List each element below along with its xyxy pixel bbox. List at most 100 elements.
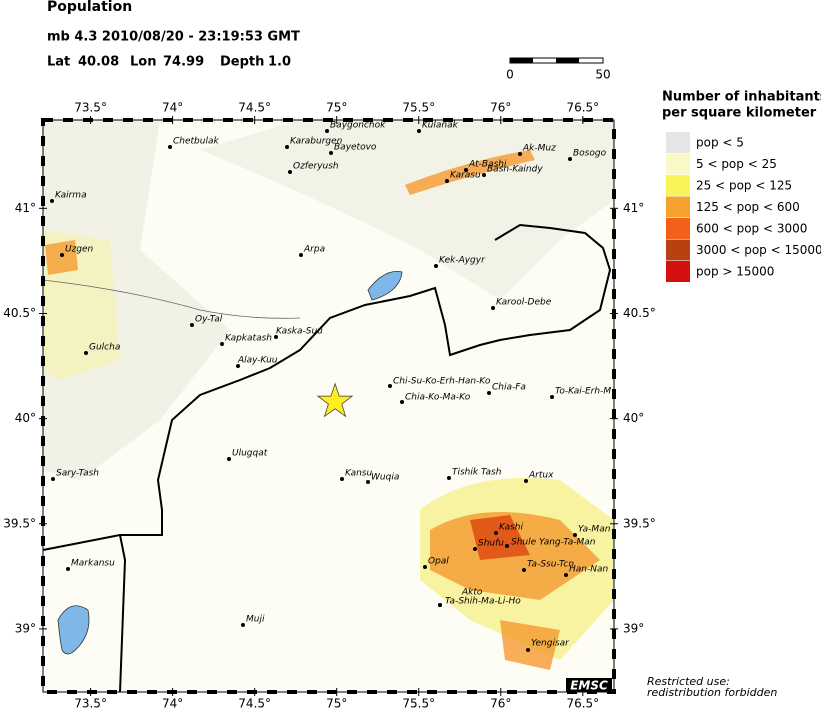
- place-label: Karaburgen: [290, 137, 343, 147]
- place-label: Alay-Kuu: [237, 356, 278, 366]
- x-tick-label: 76°: [490, 101, 511, 115]
- legend-swatch: [666, 153, 690, 175]
- place-label: Kulanak: [422, 121, 459, 131]
- place-label: Arpa: [303, 245, 325, 255]
- place-dot: [473, 547, 477, 551]
- x-tick-label: 76.5°: [566, 697, 599, 711]
- place-label: Chia-Ko-Ma-Ko: [405, 393, 471, 403]
- x-tick-label: 75.5°: [402, 101, 435, 115]
- border: [119, 534, 127, 693]
- x-tick-label: 74°: [162, 697, 183, 711]
- place-label: To-Kai-Erh-M: [555, 387, 611, 397]
- place-label: Oy-Tal: [195, 315, 223, 325]
- place-dot: [573, 533, 577, 537]
- place-dot: [388, 384, 392, 388]
- border: [42, 223, 612, 551]
- place-label: Artux: [528, 471, 554, 481]
- place-label: Bayetovo: [334, 143, 377, 153]
- place-label: Ak-Muz: [522, 144, 556, 154]
- map: EMSC Baygonchok Kulanak Chetbulak Karaburge…: [39, 116, 618, 696]
- populated: [500, 620, 560, 670]
- place-label: Shufu: [478, 539, 504, 549]
- scale-label: 0: [506, 68, 514, 82]
- x-tick-label: 74°: [162, 101, 183, 115]
- place-label: Baygonchok: [330, 121, 386, 131]
- x-tick-label: 75.5°: [402, 697, 435, 711]
- place-dot: [340, 477, 344, 481]
- place-label: Karool-Debe: [496, 298, 552, 308]
- place-dot: [50, 199, 54, 203]
- place-label: At-Bashi: [468, 160, 507, 170]
- boundary: [42, 279, 301, 319]
- place-dot: [227, 457, 231, 461]
- legend-swatch: [666, 261, 690, 282]
- legend-swatch: [666, 132, 690, 153]
- lake: [57, 605, 90, 655]
- place-label: Gulcha: [89, 343, 120, 353]
- place-dot: [505, 544, 509, 548]
- place-dot: [60, 253, 64, 257]
- place-label: Kaska-Suu: [276, 327, 323, 337]
- x-tick-label: 73.5°: [74, 101, 107, 115]
- place-dot: [220, 342, 224, 346]
- y-tick-label: 39°: [623, 621, 644, 635]
- legend-label: 600 < pop < 3000: [696, 222, 807, 236]
- legend-title: Number of inhabitants: [662, 90, 821, 105]
- place-dot: [550, 395, 554, 399]
- populated: [470, 515, 530, 560]
- place-label: Opal: [428, 557, 449, 567]
- place-dot: [445, 179, 449, 183]
- place-label: Ya-Man: [578, 525, 611, 535]
- place-dot: [518, 152, 522, 156]
- depth-label: Depth: [220, 55, 264, 70]
- lat-label: Lat: [47, 55, 70, 70]
- scale-bar: [509, 57, 604, 64]
- populated: [45, 240, 78, 275]
- place-dot: [494, 531, 498, 535]
- lon-value: 74.99: [163, 55, 204, 70]
- place-dot: [447, 476, 451, 480]
- logo: EMSC: [570, 679, 608, 693]
- place-dot: [299, 253, 303, 257]
- legend-label: pop > 15000: [696, 265, 774, 279]
- place-label: Muji: [246, 615, 265, 625]
- place-dot: [51, 477, 55, 481]
- x-tick-label: 76°: [490, 697, 511, 711]
- place-dot: [325, 129, 329, 133]
- scale-seg: [510, 58, 533, 63]
- place-dot: [526, 648, 530, 652]
- place-dot: [564, 573, 568, 577]
- x-tick-label: 76.5°: [566, 101, 599, 115]
- place-dot: [482, 173, 486, 177]
- place-dot: [329, 151, 333, 155]
- place-label: Akto: [461, 588, 483, 598]
- place-label: Ulugqat: [232, 449, 268, 459]
- place-dot: [464, 168, 468, 172]
- place-label: Han-Nan: [569, 565, 608, 575]
- legend-label: 25 < pop < 125: [696, 179, 792, 193]
- epicenter: [316, 382, 354, 418]
- legend-label: 5 < pop < 25: [696, 157, 777, 171]
- legend-swatch: [666, 196, 690, 218]
- place-dot: [288, 170, 292, 174]
- place-dot: [568, 157, 572, 161]
- place-label: Chia-Fa: [492, 383, 526, 393]
- y-tick-label: 39°: [15, 621, 36, 635]
- legend-label: 3000 < pop < 15000: [696, 243, 821, 257]
- y-tick-label: 39.5°: [3, 516, 36, 530]
- title: Population: [47, 0, 132, 15]
- x-tick-label: 73.5°: [74, 697, 107, 711]
- x-tick-label: 74.5°: [238, 697, 271, 711]
- legend-title: per square kilometer: [662, 106, 817, 121]
- x-tick-label: 75°: [326, 101, 347, 115]
- y-tick-label: 39.5°: [623, 516, 656, 530]
- place-label: Shule Yang-Ta-Man: [511, 538, 596, 548]
- place-label: Ozferyush: [293, 162, 339, 172]
- place-label: Kairma: [55, 191, 87, 201]
- legend-label: 125 < pop < 600: [696, 200, 800, 214]
- place-dot: [491, 306, 495, 310]
- lake: [367, 271, 403, 301]
- place-dot: [190, 323, 194, 327]
- place-dot: [66, 567, 70, 571]
- x-tick-label: 75°: [326, 697, 347, 711]
